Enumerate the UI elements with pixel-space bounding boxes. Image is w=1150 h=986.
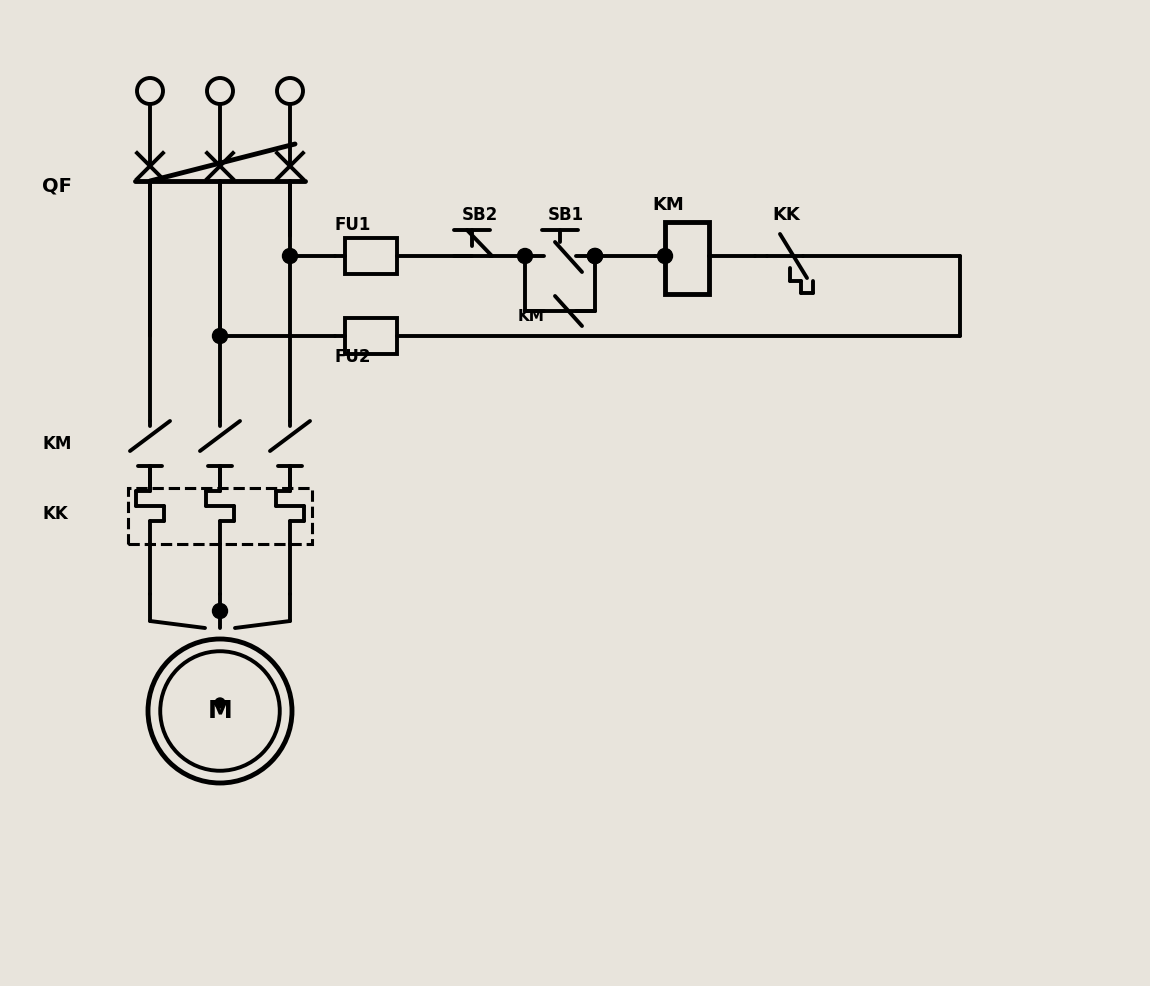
Circle shape: [283, 248, 298, 263]
Circle shape: [215, 698, 225, 708]
Text: FU2: FU2: [335, 348, 371, 366]
Bar: [665, 222, 710, 294]
Circle shape: [518, 248, 532, 263]
Bar: [345, 238, 397, 274]
Text: SB2: SB2: [462, 206, 498, 224]
Text: KK: KK: [772, 206, 799, 224]
Circle shape: [213, 328, 228, 343]
Text: SB1: SB1: [549, 206, 584, 224]
Circle shape: [658, 248, 673, 263]
Circle shape: [213, 603, 228, 618]
Text: KM: KM: [652, 196, 684, 214]
Text: M: M: [208, 699, 232, 723]
Text: FU1: FU1: [335, 216, 371, 234]
Text: QF: QF: [43, 176, 71, 195]
Circle shape: [588, 248, 603, 263]
Bar: [128, 488, 312, 544]
Circle shape: [588, 248, 603, 263]
Text: KK: KK: [43, 505, 68, 523]
Bar: [345, 318, 397, 354]
Text: KM: KM: [43, 435, 71, 453]
Text: KM: KM: [518, 309, 545, 324]
